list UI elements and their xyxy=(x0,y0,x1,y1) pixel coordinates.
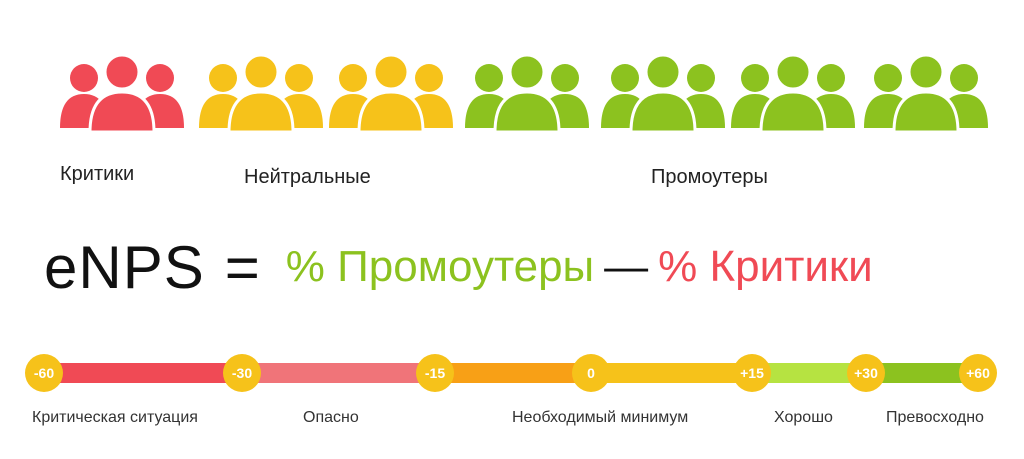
enps-scale: -60 -30 -15 0 +15 +30 +60 xyxy=(0,340,1024,410)
scale-tick: +15 xyxy=(733,354,771,392)
scale-tick: -15 xyxy=(416,354,454,392)
scale-segment-minimum xyxy=(591,363,752,383)
people-group-icon xyxy=(199,53,323,134)
formula-base: eNPS xyxy=(44,233,205,301)
scale-segment-critical xyxy=(44,363,242,383)
critics-label: Критики xyxy=(60,163,135,185)
promoter-group-2 xyxy=(595,52,731,134)
scale-segment-good xyxy=(752,363,866,383)
scale-tick: +60 xyxy=(959,354,997,392)
formula-promoters: % Промоутеры xyxy=(285,242,595,291)
scale-tick: 0 xyxy=(572,354,610,392)
zone-label-good: Хорошо xyxy=(774,409,833,426)
promoter-group-1 xyxy=(459,52,595,134)
formula-equals: = xyxy=(224,233,260,301)
formula-critics: % Критики xyxy=(658,242,873,291)
formula-minus: — xyxy=(604,242,649,291)
people-group-icon xyxy=(731,53,855,134)
neutral-group-2 xyxy=(323,52,459,134)
promoter-group-3 xyxy=(725,52,861,134)
promoter-group-4 xyxy=(858,52,994,134)
people-group-icon xyxy=(864,53,988,134)
scale-tick: -30 xyxy=(223,354,261,392)
scale-tick: +30 xyxy=(847,354,885,392)
scale-segment-excellent xyxy=(866,363,978,383)
people-group-icon xyxy=(601,53,725,134)
people-group-icon xyxy=(60,53,184,134)
neutrals-label: Нейтральные xyxy=(244,166,371,188)
zone-label-critical: Критическая ситуация xyxy=(32,409,198,426)
critic-group-1 xyxy=(54,52,190,134)
scale-tick: -60 xyxy=(25,354,63,392)
enps-formula: eNPS = % Промоутеры — % Критики xyxy=(44,232,873,302)
zone-label-excellent: Превосходно xyxy=(886,409,984,426)
scale-segment-low xyxy=(435,363,591,383)
people-group-icon xyxy=(329,53,453,134)
zone-label-minimum: Необходимый минимум xyxy=(512,409,689,426)
people-group-icon xyxy=(465,53,589,134)
scale-segment-danger xyxy=(242,363,435,383)
neutral-group-1 xyxy=(193,52,329,134)
zone-label-danger: Опасно xyxy=(303,409,359,426)
promoters-label: Промоутеры xyxy=(651,166,768,188)
people-groups xyxy=(0,0,1024,150)
